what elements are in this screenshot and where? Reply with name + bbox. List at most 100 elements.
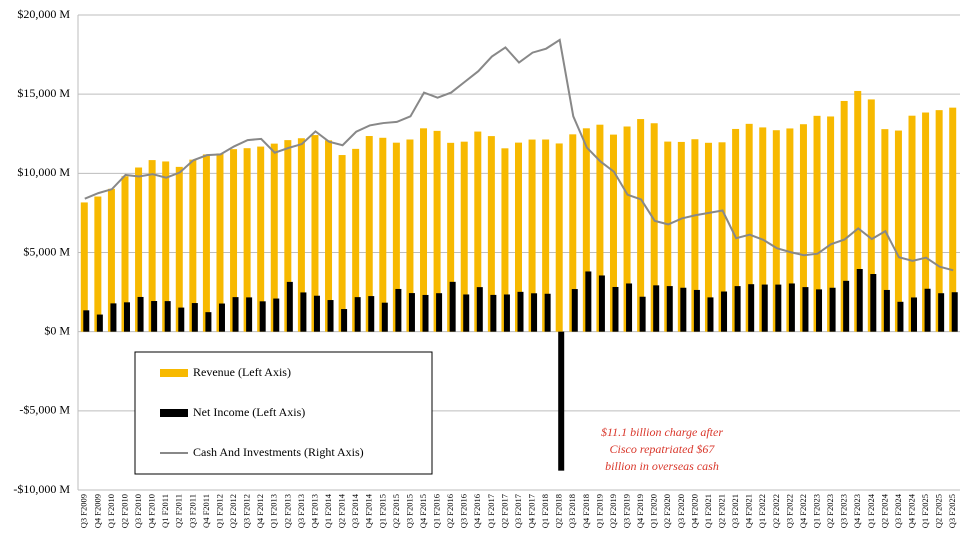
bar	[922, 112, 930, 332]
bar	[107, 188, 115, 332]
bar	[544, 293, 551, 332]
x-tick-label: Q3 F2016	[459, 494, 469, 528]
bar	[775, 284, 782, 332]
bar	[447, 142, 455, 332]
bar	[487, 136, 495, 332]
bar	[840, 100, 848, 332]
bar	[788, 283, 795, 332]
x-tick-label: Q2 F2014	[337, 493, 347, 528]
bar	[951, 292, 958, 332]
x-tick-label: Q3 F2019	[622, 494, 632, 528]
bar	[897, 301, 904, 332]
bar	[908, 115, 916, 332]
y-tick-label: $5,000 M	[23, 244, 70, 258]
line	[84, 38, 954, 272]
legend-swatch	[160, 409, 188, 417]
bar	[759, 127, 767, 332]
x-tick-label: Q3 F2013	[296, 494, 306, 528]
bar	[189, 159, 197, 332]
x-tick-label: Q4 F2012	[255, 494, 265, 528]
bar	[623, 126, 631, 332]
bar	[894, 130, 902, 332]
x-tick-label: Q4 F2017	[527, 494, 537, 528]
bar	[259, 301, 266, 332]
bar	[406, 139, 414, 332]
x-tick-label: Q3 F2009	[79, 494, 89, 528]
bar	[449, 281, 456, 332]
bar	[718, 142, 726, 332]
bar	[772, 130, 780, 332]
x-tick-label: Q2 F2013	[282, 494, 292, 528]
bar	[474, 131, 482, 332]
bar	[854, 90, 862, 332]
bar	[123, 302, 130, 332]
y-tick-label: $20,000 M	[17, 7, 70, 21]
bar	[827, 116, 835, 332]
bar	[949, 107, 957, 332]
x-tick-label: Q3 F2012	[242, 494, 252, 528]
x-tick-label: Q4 F2021	[744, 494, 754, 528]
x-tick-label: Q1 F2017	[486, 494, 496, 528]
bar	[205, 312, 212, 332]
bar	[856, 268, 863, 332]
x-tick-label: Q1 F2012	[214, 494, 224, 528]
x-tick-label: Q1 F2024	[866, 493, 876, 528]
bar	[230, 149, 238, 332]
bar	[270, 143, 278, 332]
bar	[924, 288, 931, 332]
bar	[408, 293, 415, 332]
x-tick-label: Q3 F2020	[676, 494, 686, 528]
annotation: $11.1 billion charge after	[601, 425, 723, 439]
x-tick-label: Q2 F2020	[662, 494, 672, 528]
bar	[148, 160, 156, 332]
bar	[94, 196, 102, 332]
bar	[338, 155, 346, 332]
x-tick-label: Q2 F2024	[879, 493, 889, 528]
x-tick-label: Q4 F2009	[92, 494, 102, 528]
bar	[650, 123, 658, 332]
bar	[218, 303, 225, 332]
y-tick-label: $15,000 M	[17, 86, 70, 100]
annotation: billion in overseas cash	[605, 459, 719, 473]
bar	[381, 302, 388, 332]
bar	[938, 293, 945, 332]
bar	[83, 310, 90, 332]
x-tick-label: Q1 F2025	[920, 494, 930, 528]
bar	[286, 281, 293, 332]
x-tick-label: Q4 F2014	[364, 493, 374, 528]
bar	[609, 134, 617, 332]
x-tick-label: Q1 F2011	[160, 494, 170, 528]
bar	[596, 124, 604, 332]
bar	[571, 289, 578, 332]
legend-label: Net Income (Left Axis)	[193, 405, 305, 419]
bar	[460, 141, 468, 332]
bar	[666, 286, 673, 332]
y-tick-label: -$5,000 M	[19, 403, 70, 417]
x-tick-label: Q2 F2015	[391, 494, 401, 528]
bar	[420, 128, 428, 332]
bar	[297, 138, 305, 332]
x-tick-label: Q2 F2021	[716, 494, 726, 528]
bar	[745, 123, 753, 332]
bar	[555, 143, 563, 332]
x-tick-label: Q3 F2017	[513, 494, 523, 528]
x-tick-label: Q1 F2013	[269, 494, 279, 528]
x-tick-label: Q2 F2025	[934, 494, 944, 528]
legend-label: Revenue (Left Axis)	[193, 365, 291, 379]
bar	[243, 148, 251, 332]
bar	[691, 139, 699, 332]
bar	[517, 291, 524, 332]
x-tick-label: Q1 F2020	[649, 494, 659, 528]
bar	[870, 274, 877, 332]
x-tick-label: Q3 F2014	[350, 493, 360, 528]
x-tick-label: Q1 F2018	[540, 494, 550, 528]
bar	[693, 289, 700, 332]
x-tick-label: Q4 F2016	[472, 494, 482, 528]
bar	[867, 99, 875, 332]
bar	[911, 297, 918, 332]
x-tick-label: Q4 F2023	[852, 494, 862, 528]
x-tick-label: Q1 F2022	[757, 494, 767, 528]
x-tick-label: Q1 F2023	[811, 494, 821, 528]
x-tick-label: Q4 F2011	[201, 494, 211, 528]
bar	[490, 294, 497, 332]
